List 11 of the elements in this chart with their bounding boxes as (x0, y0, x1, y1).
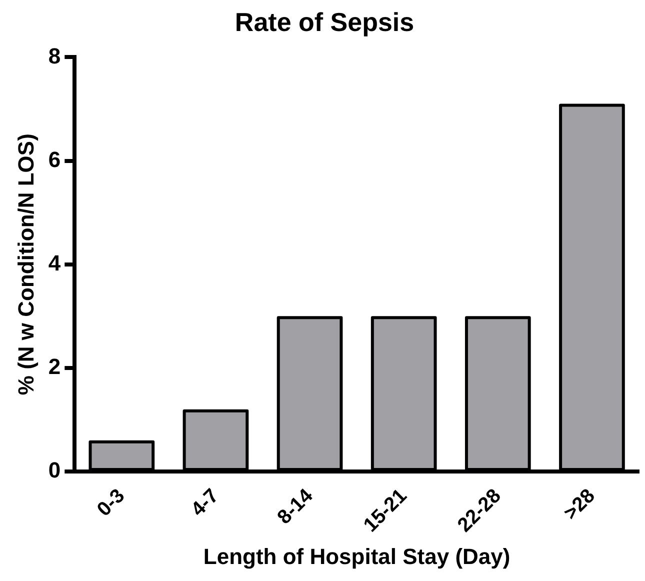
y-tick-label: 8 (48, 43, 61, 68)
x-tick-label: 4-7 (187, 484, 224, 521)
y-tick-label: 2 (48, 354, 61, 379)
chart-title: Rate of Sepsis (234, 6, 414, 37)
x-tick-label: >28 (560, 484, 600, 524)
y-tick-label: 4 (48, 250, 62, 276)
y-tick-label: 0 (48, 458, 61, 483)
y-tick-label: 6 (48, 146, 61, 172)
y-axis-title: % (N w Condition/N LOS) (13, 134, 38, 396)
x-axis-title: Length of Hospital Stay (Day) (203, 544, 510, 569)
x-tick-label: 0-3 (93, 484, 130, 521)
